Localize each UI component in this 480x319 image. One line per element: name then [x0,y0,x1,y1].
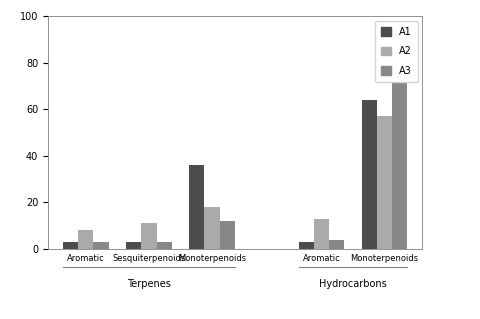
Bar [126,242,142,249]
Bar [142,223,156,249]
Bar [189,165,204,249]
Bar [362,100,377,249]
Bar [156,242,172,249]
Bar [78,230,94,249]
Bar [220,221,235,249]
Bar [299,242,314,249]
Text: Hydrocarbons: Hydrocarbons [319,279,387,289]
Bar [392,46,407,249]
Bar [94,242,108,249]
Text: Terpenes: Terpenes [127,279,171,289]
Bar [314,219,329,249]
Legend: A1, A2, A3: A1, A2, A3 [375,21,418,82]
Bar [329,240,344,249]
Bar [63,242,78,249]
Bar [204,207,220,249]
Bar [377,116,392,249]
